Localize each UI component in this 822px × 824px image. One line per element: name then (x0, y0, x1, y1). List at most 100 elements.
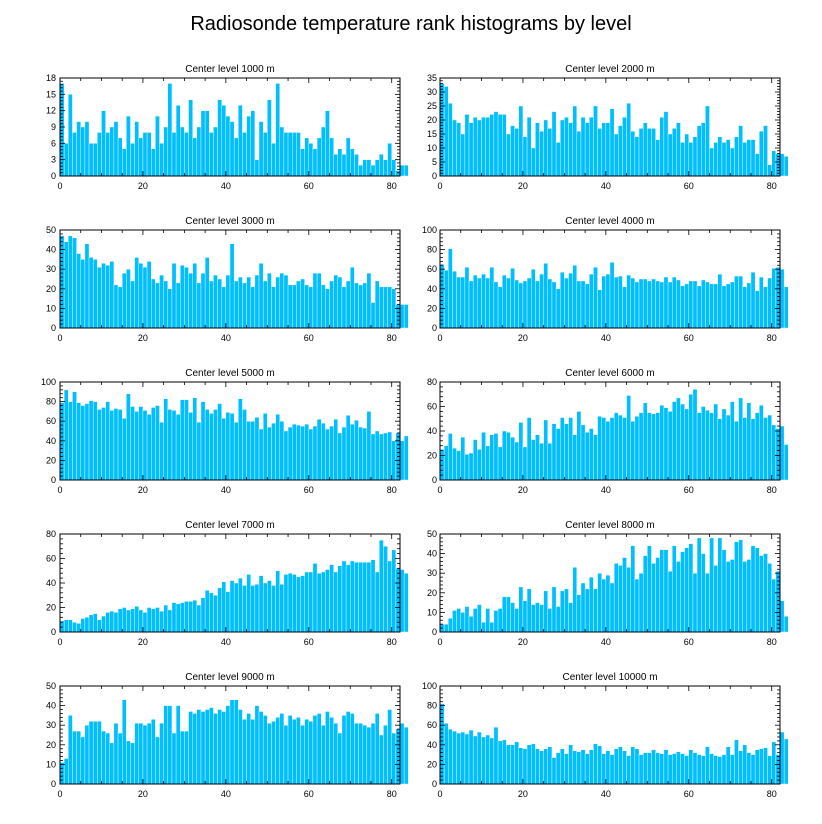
histogram-bar (672, 401, 677, 481)
histogram-bar (518, 105, 524, 177)
histogram-bar (468, 452, 474, 481)
histogram-bar (535, 602, 540, 633)
histogram-bar (279, 272, 285, 329)
histogram-bar (142, 612, 148, 633)
histogram-bar (526, 417, 532, 481)
histogram-bar (221, 711, 227, 785)
histogram-bar (184, 601, 189, 633)
histogram-bar (618, 414, 623, 481)
histogram-bar (555, 142, 561, 177)
histogram-bar (354, 723, 359, 785)
histogram-bar (576, 594, 582, 633)
histogram-bar (308, 286, 314, 329)
histogram-bar (163, 705, 169, 785)
histogram-bar (456, 122, 461, 177)
histogram-bar (333, 571, 339, 633)
histogram-bar (547, 128, 553, 177)
histogram-bar (717, 537, 723, 633)
histogram-bar (717, 136, 723, 177)
histogram-bar (568, 744, 573, 785)
histogram-bar (655, 412, 660, 481)
histogram-bar (746, 402, 752, 481)
histogram-bar (204, 409, 210, 481)
histogram-bar (213, 409, 218, 481)
histogram-bar (472, 608, 478, 633)
histogram-bar (233, 699, 239, 785)
histogram-bar (250, 421, 256, 481)
histogram-bar (163, 126, 169, 177)
histogram-bar (775, 571, 781, 633)
histogram-bar (275, 276, 280, 329)
histogram-bar (464, 114, 470, 177)
histogram-bar (510, 744, 515, 785)
histogram-bar (452, 730, 457, 785)
histogram-bar (362, 159, 368, 177)
histogram-bar (642, 555, 648, 633)
histogram-panel: Center level 2000 m 0 20 40 60 80 0 5 10 15 20 25 30… (427, 64, 789, 191)
histogram-bar (754, 290, 760, 329)
histogram-bar (292, 132, 297, 177)
histogram-bar (514, 279, 519, 329)
histogram-bar (452, 119, 457, 177)
histogram-bar (759, 405, 764, 481)
histogram-bar (688, 142, 694, 177)
histogram-bar (403, 726, 409, 785)
histogram-bar (271, 286, 276, 329)
histogram-bar (171, 410, 177, 481)
histogram-bar (213, 126, 218, 177)
histogram-bar (130, 143, 135, 177)
histogram-bar (589, 116, 594, 177)
histogram-bar (366, 272, 372, 329)
panel-title: Center level 4000 m (565, 216, 655, 227)
histogram-bar (167, 409, 173, 481)
histogram-bar (200, 597, 206, 633)
histogram-bar (502, 739, 507, 785)
histogram-bar (337, 732, 343, 785)
histogram-bar (493, 726, 499, 785)
histogram-bar (130, 280, 135, 329)
histogram-bar (130, 742, 135, 785)
histogram-bar (379, 734, 384, 785)
histogram-bar (580, 582, 586, 633)
histogram-bar (374, 430, 380, 481)
histogram-bar (350, 148, 355, 177)
panel-title: Center level 8000 m (565, 520, 655, 531)
histogram-bar (105, 132, 110, 177)
histogram-bar (771, 741, 777, 785)
histogram-bar (188, 99, 193, 177)
histogram-bar (192, 263, 198, 329)
histogram-bar (701, 553, 706, 633)
histogram-bar (312, 425, 318, 481)
histogram-bar (329, 137, 334, 177)
histogram-bar (659, 405, 665, 481)
histogram-bar (713, 142, 719, 177)
histogram-bar (383, 159, 388, 177)
histogram-bar (399, 440, 405, 481)
histogram-bar (464, 606, 470, 633)
histogram-bar (618, 275, 623, 329)
histogram-bar (233, 137, 239, 177)
histogram-bar (109, 126, 115, 177)
panel-title: Center level 5000 m (185, 368, 275, 379)
histogram-bar (209, 280, 214, 329)
histogram-bar (613, 748, 619, 785)
histogram-bar (163, 280, 169, 329)
histogram-bar (287, 132, 293, 177)
histogram-bar (767, 414, 772, 481)
histogram-bar (672, 545, 677, 633)
histogram-bar (634, 416, 640, 481)
histogram-bar (655, 139, 660, 177)
histogram-bar (283, 430, 289, 481)
histogram-bar (101, 263, 106, 329)
histogram-bar (510, 436, 515, 481)
histogram-bar (296, 280, 301, 329)
histogram-bar (543, 119, 549, 177)
histogram-bar (618, 565, 623, 633)
x-tick-label: 60 (304, 485, 314, 495)
histogram-bar (350, 713, 355, 785)
histogram-bar (379, 539, 384, 633)
histogram-bar (738, 750, 743, 785)
histogram-bar (663, 276, 669, 329)
histogram-bar (242, 132, 247, 177)
